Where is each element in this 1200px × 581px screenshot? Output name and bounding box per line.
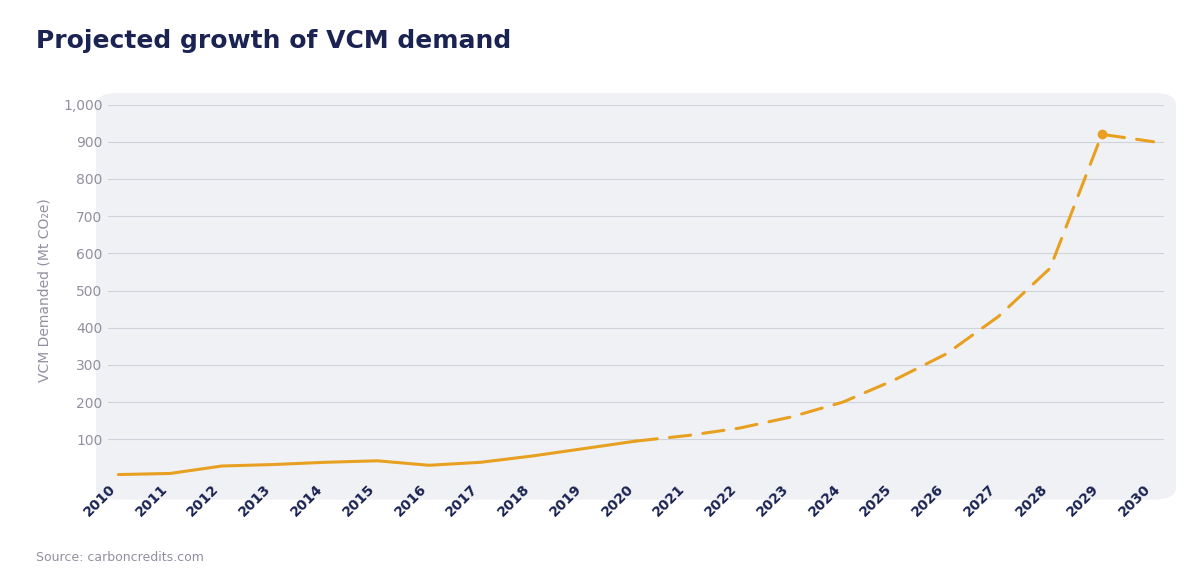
Text: Source: carboncredits.com: Source: carboncredits.com xyxy=(36,551,204,564)
Y-axis label: VCM Demanded (Mt CO₂e): VCM Demanded (Mt CO₂e) xyxy=(38,199,52,382)
Text: Projected growth of VCM demand: Projected growth of VCM demand xyxy=(36,29,511,53)
